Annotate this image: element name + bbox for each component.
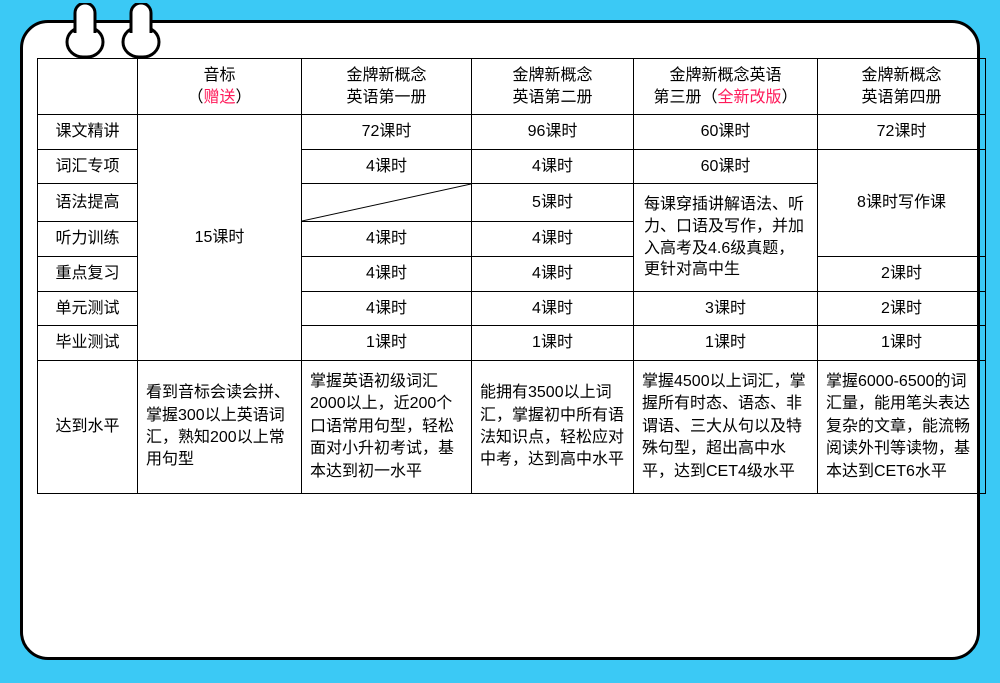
row-label: 语法提高 <box>38 184 138 222</box>
row-label: 单元测试 <box>38 291 138 326</box>
cell: 96课时 <box>472 115 634 150</box>
cell: 2课时 <box>818 257 986 292</box>
header-col2: 金牌新概念 英语第一册 <box>302 59 472 115</box>
header-col4: 金牌新概念英语 第三册（全新改版） <box>634 59 818 115</box>
cell: 3课时 <box>634 291 818 326</box>
cell: 4课时 <box>472 222 634 257</box>
cell: 1课时 <box>472 326 634 361</box>
cell-diagonal-empty <box>302 184 472 222</box>
cell: 72课时 <box>302 115 472 150</box>
table-row: 课文精讲 15课时 72课时 96课时 60课时 72课时 <box>38 115 986 150</box>
new-edition-label: 全新改版 <box>717 89 781 106</box>
cell-col5-writing-merged: 8课时写作课 <box>818 149 986 256</box>
level-cell: 掌握4500以上词汇，掌握所有时态、语态、非谓语、三大从句以及特殊句型，超出高中… <box>634 360 818 493</box>
clip-icon <box>63 3 107 59</box>
cell: 1课时 <box>302 326 472 361</box>
cell: 4课时 <box>472 257 634 292</box>
level-cell: 掌握英语初级词汇2000以上，近200个口语常用句型，轻松面对小升初考试，基本达… <box>302 360 472 493</box>
header-col1: 音标 （赠送） <box>138 59 302 115</box>
cell: 1课时 <box>818 326 986 361</box>
cell: 60课时 <box>634 115 818 150</box>
header-col1-line2: （赠送） <box>146 87 293 109</box>
cell: 2课时 <box>818 291 986 326</box>
cell: 4课时 <box>302 149 472 184</box>
cell: 4课时 <box>302 291 472 326</box>
course-table: 音标 （赠送） 金牌新概念 英语第一册 金牌新概念 英语第二册 金牌新概念英语 <box>37 58 986 494</box>
cell: 72课时 <box>818 115 986 150</box>
clip-icon <box>119 3 163 59</box>
cell: 4课时 <box>302 257 472 292</box>
level-cell: 掌握6000-6500的词汇量，能用笔头表达复杂的文章，能流畅阅读外刊等读物，基… <box>818 360 986 493</box>
cell: 60课时 <box>634 149 818 184</box>
level-cell: 能拥有3500以上词汇，掌握初中所有语法知识点，轻松应对中考，达到高中水平 <box>472 360 634 493</box>
cell-col1-merged: 15课时 <box>138 115 302 361</box>
header-col5: 金牌新概念 英语第四册 <box>818 59 986 115</box>
cell: 4课时 <box>472 291 634 326</box>
level-cell: 看到音标会读会拼、掌握300以上英语词汇，熟知200以上常用句型 <box>138 360 302 493</box>
row-label: 毕业测试 <box>38 326 138 361</box>
row-label: 课文精讲 <box>38 115 138 150</box>
cell: 1课时 <box>634 326 818 361</box>
cell-col4-desc-merged: 每课穿插讲解语法、听力、口语及写作，并加入高考及4.6级真题，更针对高中生 <box>634 184 818 291</box>
cell: 5课时 <box>472 184 634 222</box>
gift-label: 赠送 <box>203 89 235 106</box>
cell: 4课时 <box>302 222 472 257</box>
row-label: 重点复习 <box>38 257 138 292</box>
row-label: 词汇专项 <box>38 149 138 184</box>
header-col1-line1: 音标 <box>146 65 293 87</box>
header-col3: 金牌新概念 英语第二册 <box>472 59 634 115</box>
header-blank <box>38 59 138 115</box>
table-header-row: 音标 （赠送） 金牌新概念 英语第一册 金牌新概念 英语第二册 金牌新概念英语 <box>38 59 986 115</box>
table-row-level: 达到水平 看到音标会读会拼、掌握300以上英语词汇，熟知200以上常用句型 掌握… <box>38 360 986 493</box>
row-label: 听力训练 <box>38 222 138 257</box>
cell: 4课时 <box>472 149 634 184</box>
row-label: 达到水平 <box>38 360 138 493</box>
binder-clips <box>63 3 163 59</box>
course-table-card: 音标 （赠送） 金牌新概念 英语第一册 金牌新概念 英语第二册 金牌新概念英语 <box>20 20 980 660</box>
